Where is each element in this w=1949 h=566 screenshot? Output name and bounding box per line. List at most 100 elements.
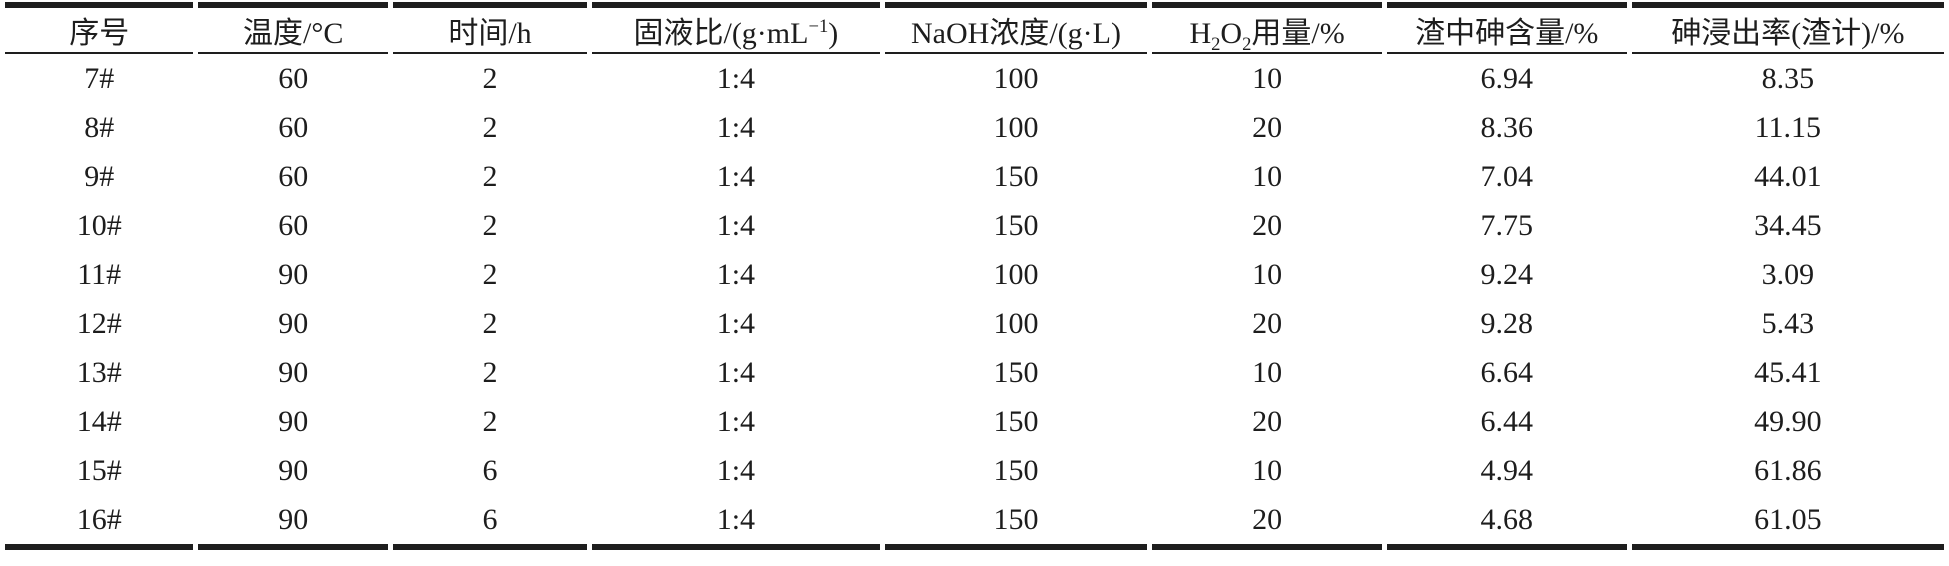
table-cell: 8.35 xyxy=(1761,61,1815,95)
table-cell: 150 xyxy=(993,159,1039,193)
table-cell: 90 xyxy=(278,355,309,389)
header-label-part: O xyxy=(1220,17,1243,50)
table-cell: 49.90 xyxy=(1754,404,1822,438)
table-cell: 9# xyxy=(84,159,115,193)
table-cell: 34.45 xyxy=(1754,208,1822,242)
table-cell: 150 xyxy=(993,404,1039,438)
table-cell: 1:4 xyxy=(716,110,756,144)
header-label-part: 2 xyxy=(1242,34,1252,54)
table-row: 12# 90 2 1:4 100 20 9.28 5.43 xyxy=(5,299,1944,348)
table-cell: 60 xyxy=(278,110,309,144)
table-header: 序号 温度/°C 时间/h 固液比/(g·mL−1) NaOH浓度/(g·L) H2O2用… xyxy=(5,2,1944,54)
table-cell: 20 xyxy=(1152,495,1382,550)
table-cell: 10 xyxy=(1252,61,1283,95)
table-cell: 9.24 xyxy=(1480,257,1533,291)
table-cell: 2 xyxy=(482,257,498,291)
table-cell: 3.09 xyxy=(1761,257,1815,291)
table-cell: 100 xyxy=(993,257,1039,291)
table-row: 11# 90 2 1:4 100 10 9.24 3.09 xyxy=(5,250,1944,299)
experiment-results-table: 序号 温度/°C 时间/h 固液比/(g·mL−1) NaOH浓度/(g·L) H2O2用… xyxy=(0,2,1949,550)
table-cell: 90 xyxy=(278,404,309,438)
column-header-temperature: 温度/°C xyxy=(198,2,388,54)
table-cell: 11.15 xyxy=(1754,110,1822,144)
table-cell: 45.41 xyxy=(1754,355,1822,389)
table-cell: 44.01 xyxy=(1754,159,1822,193)
column-header-arsenic-in-residue: 渣中砷含量/% xyxy=(1386,2,1627,54)
table-cell: 2 xyxy=(482,159,498,193)
table-cell: 12# xyxy=(76,306,122,340)
table-cell: 90 xyxy=(278,453,309,487)
table-cell: 20 xyxy=(1252,208,1283,242)
table-row: 15# 90 6 1:4 150 10 4.94 61.86 xyxy=(5,446,1944,495)
table-cell: 60 xyxy=(278,208,309,242)
table-cell: 4.94 xyxy=(1480,453,1533,487)
table-cell: 20 xyxy=(1252,306,1283,340)
table-cell: 10 xyxy=(1252,257,1283,291)
table-cell: 1:4 xyxy=(716,159,756,193)
table-cell: 6.94 xyxy=(1480,61,1533,95)
table-cell: 6.44 xyxy=(1480,404,1533,438)
table-cell: 61.05 xyxy=(1631,495,1944,550)
table-row: 16# 90 6 1:4 150 20 4.68 61.05 xyxy=(5,495,1944,550)
header-label-part: 2 xyxy=(1211,34,1221,54)
column-header-naoh-concentration: NaOH浓度/(g·L) xyxy=(884,2,1148,54)
table-cell: 1:4 xyxy=(716,306,756,340)
table-cell: 14# xyxy=(76,404,122,438)
table-cell: 100 xyxy=(993,61,1039,95)
header-label-part: −1 xyxy=(808,16,829,37)
table-cell: 15# xyxy=(76,453,122,487)
column-header-solid-liquid-ratio: 固液比/(g·mL−1) xyxy=(592,2,880,54)
header-row: 序号 温度/°C 时间/h 固液比/(g·mL−1) NaOH浓度/(g·L) H2O2用… xyxy=(5,2,1944,54)
table-cell: 1:4 xyxy=(716,355,756,389)
table-cell: 13# xyxy=(76,355,122,389)
table-cell: 4.68 xyxy=(1386,495,1627,550)
table-cell: 100 xyxy=(993,306,1039,340)
table-row: 10# 60 2 1:4 150 20 7.75 34.45 xyxy=(5,201,1944,250)
table-cell: 6 xyxy=(482,453,498,487)
table-cell: 10 xyxy=(1252,355,1283,389)
table-cell: 5.43 xyxy=(1761,306,1815,340)
table-body: 7# 60 2 1:4 100 10 6.94 8.35 8# 60 2 1:4 100 20 8.36 11… xyxy=(5,54,1944,550)
table-row: 9# 60 2 1:4 150 10 7.04 44.01 xyxy=(5,152,1944,201)
table-cell: 90 xyxy=(278,306,309,340)
table-row: 8# 60 2 1:4 100 20 8.36 11.15 xyxy=(5,103,1944,152)
table-row: 13# 90 2 1:4 150 10 6.64 45.41 xyxy=(5,348,1944,397)
table-cell: 2 xyxy=(482,61,498,95)
table-row: 14# 90 2 1:4 150 20 6.44 49.90 xyxy=(5,397,1944,446)
table-cell: 150 xyxy=(993,355,1039,389)
table-row: 7# 60 2 1:4 100 10 6.94 8.35 xyxy=(5,54,1944,103)
table-cell: 90 xyxy=(198,495,388,550)
table-cell: 6 xyxy=(392,495,588,550)
table-cell: 1:4 xyxy=(716,61,756,95)
table-cell: 1:4 xyxy=(716,453,756,487)
table-cell: 7.04 xyxy=(1480,159,1533,193)
table-cell: 7# xyxy=(84,61,115,95)
table-cell: 1:4 xyxy=(716,208,756,242)
table-cell: 2 xyxy=(482,110,498,144)
header-label-part: 用量/% xyxy=(1251,17,1345,50)
table-cell: 20 xyxy=(1252,404,1283,438)
table-cell: 10# xyxy=(76,208,122,242)
header-label-part: H xyxy=(1189,17,1212,50)
table-cell: 16# xyxy=(5,495,194,550)
table-cell: 150 xyxy=(993,208,1039,242)
table-cell: 1:4 xyxy=(716,404,756,438)
table-cell: 20 xyxy=(1252,110,1283,144)
table-cell: 60 xyxy=(278,159,309,193)
table-cell: 60 xyxy=(278,61,309,95)
table-cell: 2 xyxy=(482,208,498,242)
header-label-part: 固液比/(g·mL xyxy=(633,17,809,50)
header-label-part: ) xyxy=(828,17,839,50)
table-cell: 8.36 xyxy=(1480,110,1533,144)
table-cell: 7.75 xyxy=(1480,208,1533,242)
table-cell: 61.86 xyxy=(1754,453,1822,487)
column-header-serial-number: 序号 xyxy=(5,2,194,54)
column-header-time: 时间/h xyxy=(392,2,588,54)
table-cell: 1:4 xyxy=(592,495,880,550)
table-cell: 90 xyxy=(278,257,309,291)
table-cell: 150 xyxy=(993,453,1039,487)
table-cell: 10 xyxy=(1252,159,1283,193)
table-cell: 1:4 xyxy=(716,257,756,291)
table-cell: 6.64 xyxy=(1480,355,1533,389)
